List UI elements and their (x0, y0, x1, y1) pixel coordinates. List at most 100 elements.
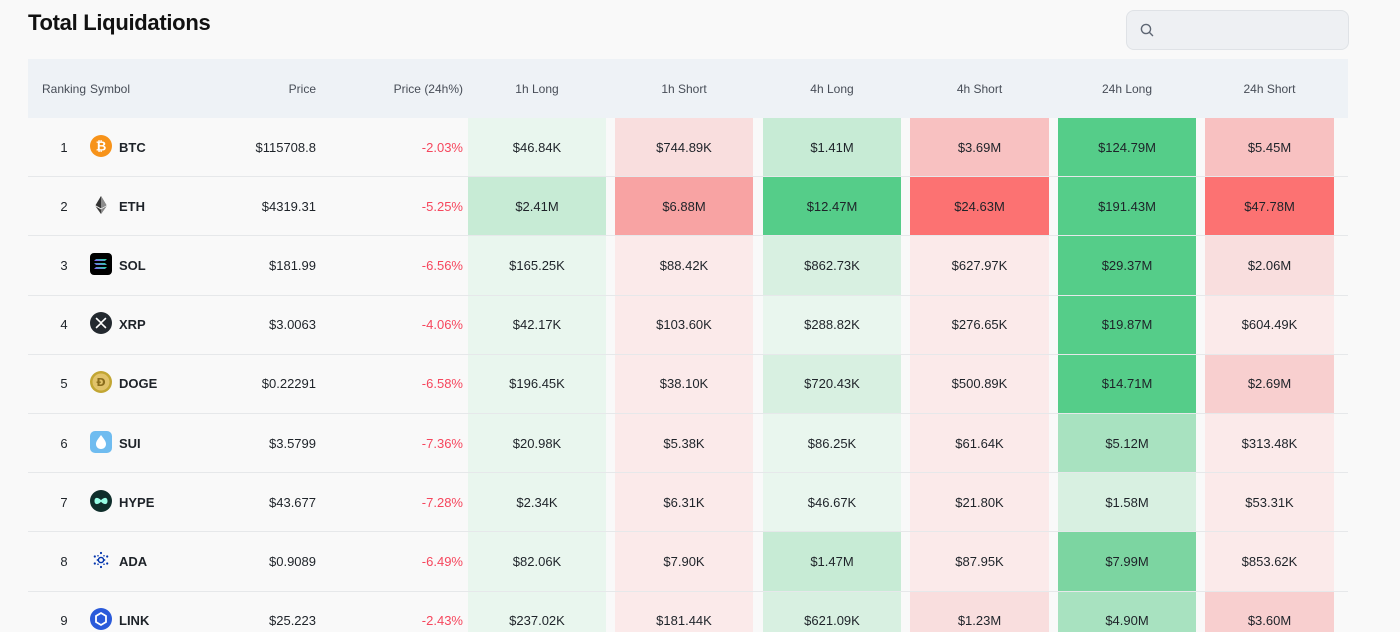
col-24h-long[interactable]: 24h Long (1101, 81, 1153, 96)
liq-1h-long-cell: $2.41M (468, 177, 606, 236)
rank-cell: 6 (60, 435, 68, 451)
symbol-name: XRP (119, 317, 146, 333)
liq-4h-short-cell: $24.63M (910, 177, 1049, 236)
col-1h-short[interactable]: 1h Short (661, 81, 707, 96)
price-change-value: -2.03% (421, 139, 463, 155)
price-change-value: -6.56% (421, 257, 463, 273)
price-change-value: -2.43% (421, 613, 463, 629)
price-cell: $25.223 (269, 613, 316, 629)
search-input[interactable] (1163, 11, 1343, 49)
liq-24h-short-cell: $313.48K (1205, 413, 1334, 473)
price-cell: $43.677 (269, 494, 316, 510)
sui-icon (90, 430, 119, 456)
liq-1h-long-cell: $196.45K (468, 354, 606, 413)
liq-4h-short-cell: $500.89K (910, 354, 1049, 413)
col-1h-long[interactable]: 1h Long (515, 81, 559, 96)
table-row[interactable]: 3 SOL $181.99 -6.56% $165.25K $88.42K $862.73K… (28, 236, 1348, 296)
symbol-cell[interactable]: ADA (90, 532, 220, 590)
liq-1h-short-cell: $6.88M (615, 177, 753, 236)
btc-icon: ₿ (90, 134, 119, 160)
table-row[interactable]: 5 Ð DOGE $0.22291 -6.58% $196.45K $38.10K $720.… (28, 354, 1348, 414)
col-4h-long[interactable]: 4h Long (810, 81, 854, 96)
liq-4h-short-cell: $87.95K (910, 532, 1049, 591)
table-body: 1 ₿ BTC $115708.8 -2.03% $46.84K $744.89K $1.41… (28, 118, 1348, 632)
price-cell: $3.5799 (269, 435, 316, 451)
liq-1h-short-cell: $38.10K (615, 354, 753, 413)
price-cell: $0.22291 (261, 376, 316, 392)
table-row[interactable]: 6 SUI $3.5799 -7.36% $20.98K $5.38K $86.25K $61… (28, 413, 1348, 474)
price-change-cell: -5.25% (358, 177, 463, 235)
symbol-name: LINK (119, 613, 150, 629)
rank-cell: 3 (60, 257, 68, 273)
liquidations-table: Ranking Symbol Price Price (24h%) 1h Lon… (28, 59, 1348, 632)
price-cell: $4319.31 (261, 198, 316, 214)
liq-24h-short-cell: $2.69M (1205, 354, 1334, 413)
col-symbol[interactable]: Symbol (90, 81, 131, 96)
liq-24h-long-cell: $29.37M (1058, 236, 1196, 295)
search-box[interactable] (1126, 10, 1349, 50)
symbol-cell[interactable]: ETH (90, 177, 220, 235)
rank-cell: 9 (60, 613, 68, 629)
col-4h-short[interactable]: 4h Short (956, 81, 1003, 96)
price-change-cell: -4.06% (358, 296, 463, 354)
liq-24h-long-cell: $1.58M (1058, 473, 1196, 532)
table-row[interactable]: 9 LINK $25.223 -2.43% $237.02K $181.44K $621.0… (28, 591, 1348, 632)
col-ranking[interactable]: Ranking (42, 81, 87, 96)
table-row[interactable]: 2 ETH $4319.31 -5.25% $2.41M $6.88M $12.47M $24… (28, 177, 1348, 237)
svg-text:₿: ₿ (96, 139, 107, 154)
table-row[interactable]: 4 XRP $3.0063 -4.06% $42.17K $103.60K $288.82K… (28, 295, 1348, 355)
price-change-value: -6.49% (421, 553, 463, 569)
liq-1h-short-cell: $5.38K (615, 413, 753, 473)
liq-1h-short-cell: $7.90K (615, 532, 753, 591)
page-title: Total Liquidations (28, 10, 211, 35)
price-change-cell: -7.28% (358, 473, 463, 531)
price-change-value: -7.28% (421, 494, 463, 510)
col-24h-short[interactable]: 24h Short (1243, 81, 1296, 96)
liq-1h-long-cell: $42.17K (468, 295, 606, 354)
price-change-cell: -2.43% (358, 592, 463, 632)
price-change-value: -5.25% (421, 198, 463, 214)
symbol-name: BTC (119, 139, 146, 155)
liq-4h-short-cell: $627.97K (910, 236, 1049, 295)
symbol-cell[interactable]: XRP (90, 296, 220, 354)
liq-1h-short-cell: $103.60K (615, 295, 753, 354)
symbol-name: SUI (119, 435, 141, 451)
liq-24h-long-cell: $14.71M (1058, 354, 1196, 413)
liq-4h-long-cell: $621.09K (763, 591, 901, 632)
symbol-cell[interactable]: ₿ BTC (90, 118, 220, 176)
rank-cell: 2 (60, 198, 68, 214)
symbol-name: HYPE (119, 494, 155, 510)
symbol-cell[interactable]: LINK (90, 592, 220, 632)
liq-4h-short-cell: $61.64K (910, 413, 1049, 473)
liq-24h-long-cell: $191.43M (1058, 177, 1196, 236)
table-row[interactable]: 8 ADA $0.9089 -6.49% $82.06K $7.90K $1.47M $87.… (28, 532, 1348, 592)
price-cell: $181.99 (269, 257, 316, 273)
liq-24h-short-cell: $604.49K (1205, 295, 1334, 354)
ada-icon (90, 549, 119, 574)
table-row[interactable]: 1 ₿ BTC $115708.8 -2.03% $46.84K $744.89K $1.41… (28, 118, 1348, 178)
rank-cell: 5 (60, 376, 68, 392)
price-change-value: -4.06% (421, 317, 463, 333)
price-change-cell: -6.49% (358, 532, 463, 590)
symbol-cell[interactable]: HYPE (90, 473, 220, 531)
liq-1h-short-cell: $88.42K (615, 236, 753, 295)
col-price-change[interactable]: Price (24h%) (393, 81, 463, 96)
liq-4h-long-cell: $1.47M (763, 532, 901, 591)
liq-4h-short-cell: $3.69M (910, 118, 1049, 177)
table-row[interactable]: 7 HYPE $43.677 -7.28% $2.34K $6.31K $46.67K $21… (28, 473, 1348, 533)
symbol-cell[interactable]: Ð DOGE (90, 355, 220, 413)
price-cell: $3.0063 (269, 317, 316, 333)
symbol-cell[interactable]: SOL (90, 236, 220, 294)
liq-24h-short-cell: $53.31K (1205, 473, 1334, 532)
search-icon (1140, 23, 1154, 37)
liq-1h-long-cell: $82.06K (468, 532, 606, 591)
col-price[interactable]: Price (288, 81, 316, 96)
svg-text:Ð: Ð (96, 376, 105, 389)
liq-4h-long-cell: $720.43K (763, 354, 901, 413)
liq-1h-short-cell: $6.31K (615, 473, 753, 532)
liq-24h-long-cell: $5.12M (1058, 413, 1196, 473)
price-change-cell: -7.36% (358, 414, 463, 472)
price-change-value: -7.36% (421, 435, 463, 451)
symbol-cell[interactable]: SUI (90, 414, 220, 472)
xrp-icon (90, 312, 119, 337)
